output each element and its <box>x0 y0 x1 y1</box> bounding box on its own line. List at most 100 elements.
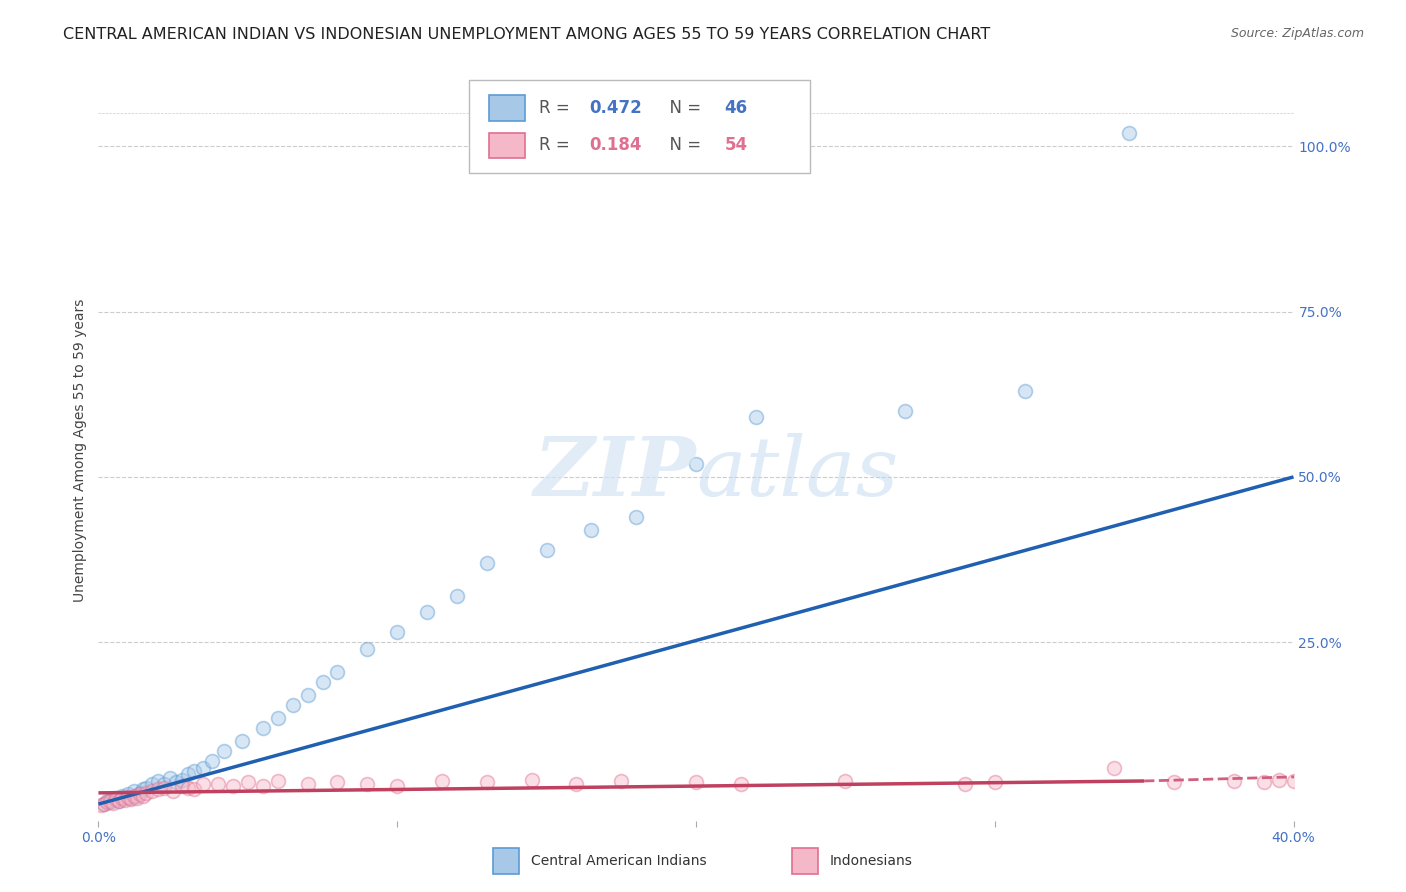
Point <box>953 777 976 791</box>
Text: Indonesians: Indonesians <box>830 855 912 868</box>
Text: 0.472: 0.472 <box>589 99 643 117</box>
Point <box>1298 775 1320 789</box>
Point <box>236 775 259 789</box>
Text: ZIP: ZIP <box>533 433 696 513</box>
Point <box>129 786 152 800</box>
Point <box>252 779 274 793</box>
Point <box>252 721 274 735</box>
Point <box>135 786 157 800</box>
Point <box>111 789 134 803</box>
Point <box>231 734 253 748</box>
Point <box>416 606 439 620</box>
Point <box>520 772 543 787</box>
Point <box>326 665 349 679</box>
Point <box>207 777 229 791</box>
Point <box>172 772 194 787</box>
Point <box>475 556 498 570</box>
Point <box>356 641 378 656</box>
Point <box>1267 772 1289 787</box>
Point <box>326 775 349 789</box>
Point <box>93 797 115 811</box>
Point <box>446 589 468 603</box>
Text: N =: N = <box>659 99 706 117</box>
Point <box>135 780 157 795</box>
Point <box>191 761 214 775</box>
Text: CENTRAL AMERICAN INDIAN VS INDONESIAN UNEMPLOYMENT AMONG AGES 55 TO 59 YEARS COR: CENTRAL AMERICAN INDIAN VS INDONESIAN UN… <box>63 27 990 42</box>
Point <box>177 780 200 795</box>
Point <box>105 792 128 806</box>
Point <box>90 798 112 813</box>
Text: Central American Indians: Central American Indians <box>531 855 707 868</box>
Text: 0.184: 0.184 <box>589 136 643 154</box>
Point <box>127 789 149 803</box>
Point <box>132 781 155 796</box>
Point <box>685 775 707 789</box>
Point <box>162 784 184 798</box>
Text: R =: R = <box>540 136 575 154</box>
Point <box>153 780 176 795</box>
Point <box>124 784 146 798</box>
Point <box>1319 772 1341 787</box>
Point <box>1014 384 1036 398</box>
Point <box>1253 775 1275 789</box>
Text: 54: 54 <box>724 136 748 154</box>
Point <box>129 787 152 801</box>
Point <box>172 779 194 793</box>
Point <box>834 774 856 789</box>
Point <box>984 775 1007 789</box>
Point <box>114 793 136 807</box>
Point <box>117 787 139 801</box>
Bar <box>792 848 818 874</box>
Point <box>103 792 125 806</box>
Point <box>96 795 118 809</box>
Point <box>1327 774 1350 789</box>
Point <box>1223 774 1246 789</box>
Point <box>93 797 115 811</box>
Point <box>127 790 149 805</box>
Point <box>124 789 146 803</box>
Point <box>1306 774 1329 789</box>
Point <box>148 781 170 796</box>
Point <box>117 789 139 804</box>
Text: Source: ZipAtlas.com: Source: ZipAtlas.com <box>1230 27 1364 40</box>
Text: N =: N = <box>659 136 706 154</box>
Point <box>430 774 453 789</box>
Point <box>297 777 319 791</box>
Y-axis label: Unemployment Among Ages 55 to 59 years: Unemployment Among Ages 55 to 59 years <box>73 299 87 602</box>
Point <box>96 794 118 808</box>
Point <box>120 792 142 806</box>
Point <box>745 410 768 425</box>
Point <box>98 794 122 808</box>
Point <box>105 790 128 805</box>
Point <box>141 784 163 798</box>
Point <box>222 779 245 793</box>
Point <box>267 711 290 725</box>
Point <box>1118 126 1140 140</box>
Point <box>610 774 633 789</box>
Point <box>183 764 205 778</box>
Bar <box>489 95 524 120</box>
Point <box>894 404 917 418</box>
Text: 46: 46 <box>724 99 748 117</box>
Point <box>1104 761 1126 775</box>
Point <box>201 754 224 768</box>
Point <box>385 625 409 640</box>
Point <box>103 797 125 811</box>
Point <box>581 523 603 537</box>
Point <box>475 775 498 789</box>
Point <box>1163 775 1185 789</box>
Text: atlas: atlas <box>696 433 898 513</box>
Point <box>385 779 409 793</box>
Point <box>685 457 707 471</box>
Point <box>191 777 214 791</box>
Point <box>281 698 304 712</box>
Point <box>141 777 163 791</box>
FancyBboxPatch shape <box>470 80 810 173</box>
Point <box>730 777 752 791</box>
Point <box>212 744 235 758</box>
Point <box>356 777 378 791</box>
Point <box>536 542 558 557</box>
Point <box>311 674 333 689</box>
Point <box>108 794 131 808</box>
Bar <box>489 133 524 158</box>
